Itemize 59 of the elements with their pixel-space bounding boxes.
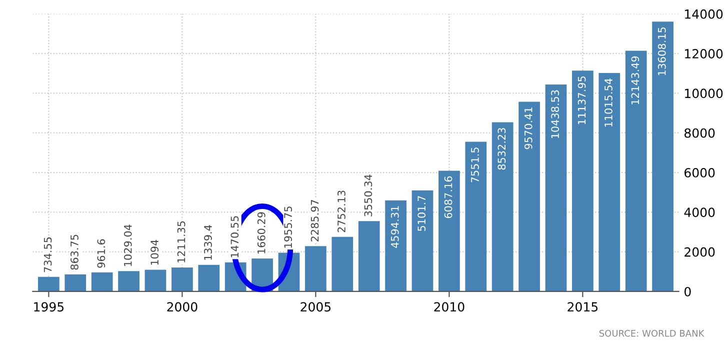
bar bbox=[385, 200, 406, 292]
bar bbox=[412, 190, 434, 292]
y-tick-label: 12000 bbox=[685, 49, 723, 58]
data-label: 12143.49 bbox=[631, 56, 640, 104]
y-tick-label: 14000 bbox=[685, 9, 723, 19]
bar bbox=[518, 102, 540, 292]
y-tick-label: 10000 bbox=[685, 88, 723, 98]
data-label: 6087.16 bbox=[444, 176, 452, 218]
bar bbox=[652, 22, 674, 292]
data-label: 5101.7 bbox=[418, 196, 426, 231]
y-tick-label: 4000 bbox=[684, 208, 715, 218]
y-tick-label: 8000 bbox=[684, 128, 715, 138]
data-label: 8532.23 bbox=[498, 128, 506, 170]
data-label: 7551.5 bbox=[471, 148, 479, 182]
x-tick-label: 2015 bbox=[568, 302, 598, 312]
bar bbox=[198, 264, 220, 292]
bar bbox=[172, 267, 193, 292]
data-label: 1955.75 bbox=[284, 206, 292, 248]
x-tick-label: 1995 bbox=[34, 302, 64, 312]
y-tick-label: 2000 bbox=[684, 247, 715, 257]
bar bbox=[465, 142, 487, 292]
data-label: 1339.4 bbox=[204, 225, 212, 260]
data-label: 1660.29 bbox=[257, 212, 266, 254]
bar bbox=[492, 122, 514, 292]
x-tick-label: 2000 bbox=[167, 302, 198, 312]
data-label: 1211.35 bbox=[177, 221, 186, 262]
x-tick-label: 2010 bbox=[434, 302, 464, 312]
bar bbox=[438, 170, 460, 292]
bar bbox=[118, 271, 140, 292]
data-label: 961.6 bbox=[97, 239, 106, 268]
data-label: 9570.41 bbox=[524, 108, 532, 150]
bar bbox=[144, 270, 166, 292]
bar bbox=[91, 272, 113, 292]
source-note: SOURCE: WORLD BANK bbox=[599, 330, 704, 337]
bar bbox=[358, 221, 380, 292]
data-label: 2285.97 bbox=[310, 200, 319, 242]
data-label: 734.55 bbox=[44, 237, 52, 272]
data-label: 3550.34 bbox=[364, 174, 372, 216]
data-label: 11015.54 bbox=[604, 78, 612, 127]
y-tick-label: 0 bbox=[684, 286, 691, 296]
data-label: 13608.15 bbox=[658, 28, 666, 76]
bar bbox=[332, 236, 354, 292]
data-label: 4594.31 bbox=[390, 206, 399, 248]
data-label: 11137.95 bbox=[578, 76, 586, 124]
data-label: 1470.55 bbox=[230, 216, 239, 258]
bar bbox=[625, 50, 647, 292]
data-label: 1094 bbox=[150, 240, 159, 265]
bar bbox=[572, 70, 594, 292]
bar bbox=[38, 276, 60, 292]
data-label: 2752.13 bbox=[338, 190, 346, 232]
x-tick-label: 2005 bbox=[300, 302, 331, 312]
y-tick-label: 6000 bbox=[684, 168, 715, 178]
data-label: 1029.04 bbox=[124, 224, 132, 266]
bar bbox=[598, 73, 620, 292]
data-label: 863.75 bbox=[70, 234, 78, 270]
data-label: 10438.53 bbox=[551, 90, 560, 138]
bar bbox=[305, 246, 326, 292]
bar bbox=[545, 84, 567, 292]
bar bbox=[64, 274, 86, 292]
